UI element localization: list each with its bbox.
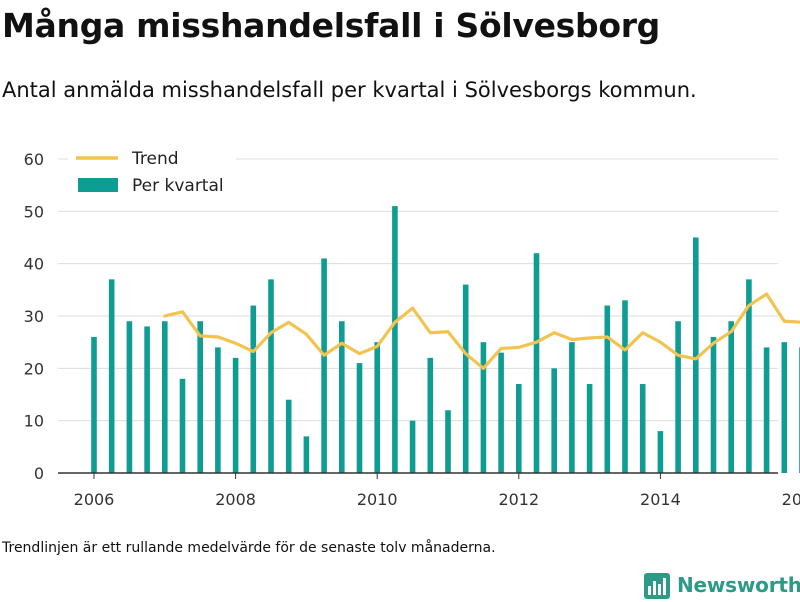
y-tick-label: 60 (24, 150, 44, 169)
bar-series (91, 206, 800, 473)
bar (197, 321, 203, 473)
bar (179, 378, 186, 473)
y-tick-label: 20 (24, 359, 44, 378)
bar (693, 237, 699, 473)
footnote: Trendlinjen är ett rullande medelvärde f… (2, 540, 496, 556)
bar (445, 410, 451, 473)
bar (339, 321, 345, 473)
y-tick-label: 40 (24, 255, 44, 274)
legend-bar-swatch (78, 178, 118, 192)
bar (781, 342, 788, 473)
bar (392, 206, 398, 473)
bar (108, 279, 115, 473)
brand-name: Newsworthy (677, 573, 800, 597)
legend-background (68, 144, 236, 206)
y-tick-label: 30 (24, 307, 44, 326)
bar-chart-icon (644, 573, 670, 599)
bar (516, 384, 522, 473)
chart-subtitle: Antal anmälda misshandelsfall per kvarta… (2, 78, 697, 102)
bar (675, 321, 681, 473)
bar (551, 368, 557, 473)
bar (409, 420, 416, 473)
bar (710, 336, 717, 473)
chart-title: Många misshandelsfall i Sölvesborg (2, 6, 660, 45)
newsworthy-logo[interactable]: Newsworthy (644, 568, 800, 602)
bar (604, 305, 611, 473)
x-tick-label: 2012 (498, 490, 539, 509)
bar (728, 321, 734, 473)
x-tick-label: 2016 (782, 490, 800, 509)
x-tick-label: 2010 (357, 490, 398, 509)
trend-line (163, 292, 800, 370)
bar (321, 258, 327, 473)
legend-trend-label: Trend (131, 149, 179, 169)
y-tick-label: 0 (34, 464, 44, 483)
y-tick-label: 50 (24, 202, 44, 221)
bar (144, 326, 150, 473)
bar (215, 347, 221, 473)
bar (285, 399, 292, 473)
bar (657, 431, 664, 473)
legend: Trend Per kvartal (68, 144, 236, 206)
bar (480, 342, 487, 473)
bar (126, 321, 133, 473)
bar (498, 352, 504, 473)
x-axis-ticks: 2006200820102012201420162018202020222024 (74, 473, 800, 509)
legend-bar-label: Per kvartal (132, 176, 224, 196)
bar (622, 300, 628, 473)
bar (268, 279, 274, 473)
bar (162, 321, 168, 473)
y-axis-ticks: 0 10 20 30 40 50 60 (24, 150, 44, 483)
bar (533, 253, 540, 473)
bar (303, 436, 310, 473)
x-tick-label: 2014 (640, 490, 681, 509)
bar (232, 357, 239, 473)
x-tick-label: 2006 (74, 490, 115, 509)
y-tick-label: 10 (24, 412, 44, 431)
bar (427, 357, 434, 473)
bar (91, 336, 97, 473)
bar (746, 279, 752, 473)
trend-series (163, 292, 800, 370)
bar (639, 384, 646, 473)
x-tick-label: 2008 (215, 490, 256, 509)
bar (356, 363, 363, 473)
bar (374, 342, 380, 473)
bar (250, 305, 257, 473)
bar (586, 384, 593, 473)
bar (462, 284, 469, 473)
bar (763, 347, 770, 473)
bar (569, 342, 575, 473)
